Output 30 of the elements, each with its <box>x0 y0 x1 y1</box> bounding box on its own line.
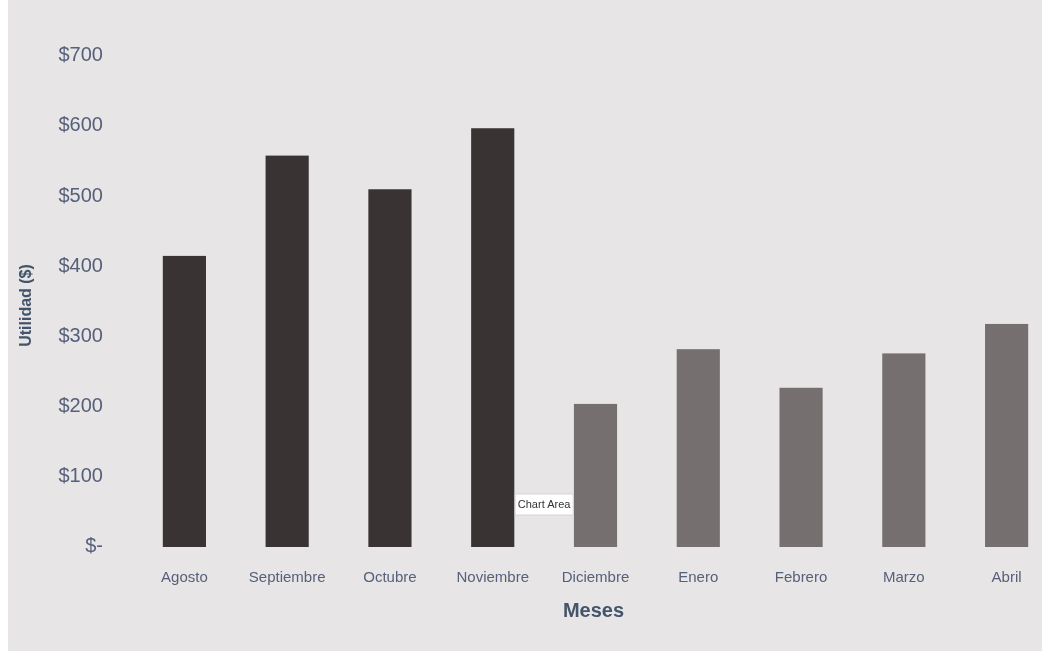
y-tick-label: $400 <box>58 253 103 276</box>
x-tick-label: Abril <box>991 568 1022 585</box>
bar <box>573 403 618 547</box>
x-axis-title: Meses <box>562 599 625 621</box>
annotation: Chart Area <box>517 497 572 510</box>
x-tick-label: Diciembre <box>561 568 630 585</box>
bar <box>368 189 412 547</box>
bar <box>985 323 1029 547</box>
bar <box>162 255 206 547</box>
bar <box>882 353 926 547</box>
bar <box>265 155 309 547</box>
y-tick-label: $500 <box>58 183 103 206</box>
y-tick-label: $- <box>85 534 103 557</box>
bar <box>779 387 823 547</box>
x-tick-label: Enero <box>678 568 719 585</box>
y-tick-label: $700 <box>58 43 103 66</box>
x-tick-label: Noviembre <box>456 568 529 585</box>
y-axis-title: Utilidad ($) <box>17 264 34 347</box>
y-tick-label: $300 <box>58 323 103 346</box>
x-tick-label: Marzo <box>882 568 925 585</box>
y-tick-label: $600 <box>58 113 103 136</box>
x-tick-label: Octubre <box>363 568 417 585</box>
x-tick-label: Febrero <box>774 568 828 585</box>
y-tick-label: $100 <box>58 464 103 487</box>
bar <box>676 349 720 547</box>
x-tick-label: Septiembre <box>248 568 326 585</box>
bar <box>471 128 515 547</box>
x-tick-label: Agosto <box>161 568 208 585</box>
tooltip: Chart Area <box>514 493 574 516</box>
y-tick-label: $200 <box>58 394 103 416</box>
